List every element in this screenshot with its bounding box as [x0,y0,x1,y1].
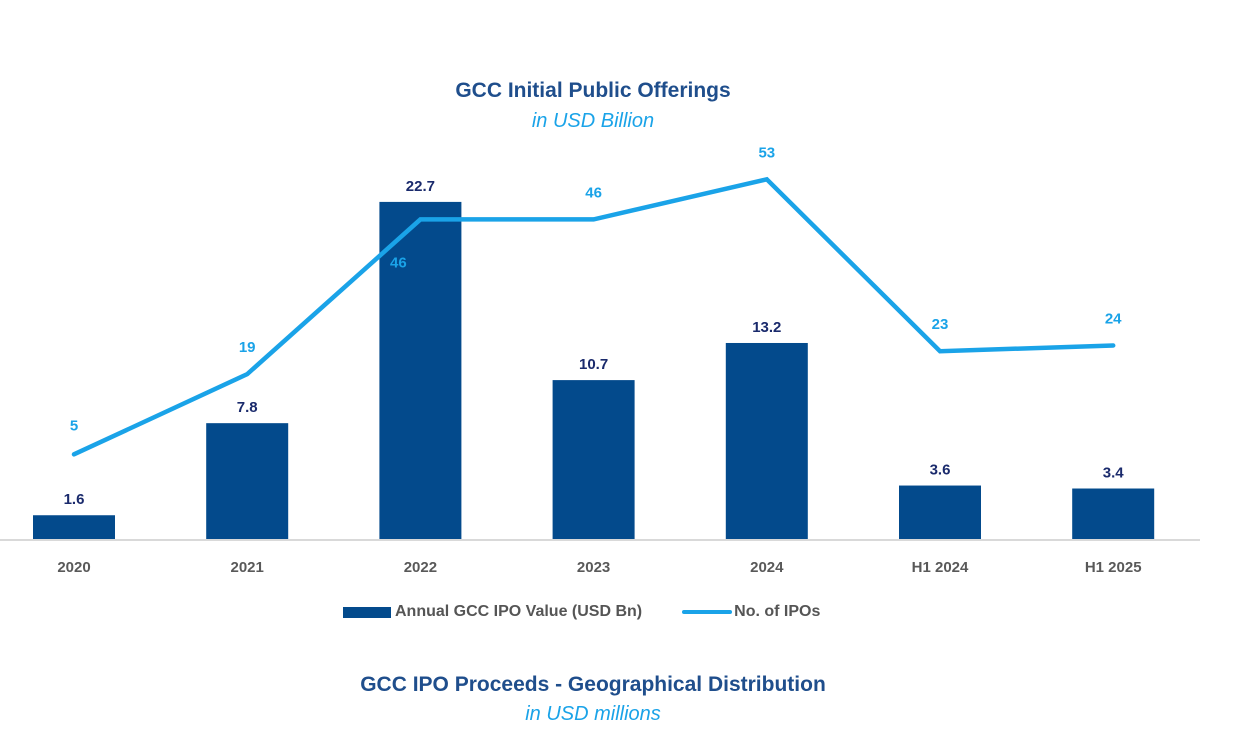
legend-line-label: No. of IPOs [734,603,821,620]
bar-value-label: 10.7 [579,356,608,373]
legend-item-bar: Annual GCC IPO Value (USD Bn) [343,603,642,621]
legend-bar-swatch [343,606,391,618]
bar-value-label: 3.6 [930,462,951,479]
bar [899,485,981,539]
bar [206,423,289,539]
line-value-label: 46 [390,254,407,271]
legend: Annual GCC IPO Value (USD Bn) No. of IPO… [343,603,820,621]
x-tick-label: 2021 [231,559,264,576]
bar-value-label: 1.6 [64,491,85,508]
x-tick-label: 2023 [577,559,610,576]
next-section-subtitle: in USD millions [525,703,661,725]
legend-item-line: No. of IPOs [682,603,820,621]
bar [33,515,115,539]
bar [1072,488,1155,539]
next-section-title: GCC IPO Proceeds - Geographical Distribu… [360,673,826,696]
line-value-label: 19 [239,339,256,356]
bar-value-label: 22.7 [406,178,435,195]
bar [725,342,808,539]
chart-title: GCC Initial Public Offerings [455,79,731,102]
data-labels: 1.6 7.8 22.7 10.7 13.2 3.6 3.4 5 19 46 46 53 23 24 [64,144,1125,508]
line-series [71,176,1116,457]
bar-series [33,201,1155,539]
bar-value-label: 7.8 [237,399,258,416]
x-tick-label: 2024 [750,559,784,576]
x-tick-label: 2020 [57,559,90,576]
chart-subtitle: in USD Billion [531,110,655,132]
line-value-label: 53 [758,144,775,161]
line-value-label: 46 [585,184,602,201]
legend-bar-label: Annual GCC IPO Value (USD Bn) [395,603,643,620]
bar-value-label: 3.4 [1103,465,1125,482]
bar [379,201,462,539]
line-value-label: 24 [1105,310,1122,327]
x-tick-label: H1 2024 [912,559,969,576]
combo-chart: 1.6 7.8 22.7 10.7 13.2 3.6 3.4 5 19 46 46 53 23 24 20… [0,144,1200,576]
line-value-label: 23 [932,316,949,333]
legend-line-swatch [682,610,733,614]
bar-value-label: 13.2 [752,319,781,336]
x-tick-label: H1 2025 [1085,559,1142,576]
x-tick-label: 2022 [404,559,437,576]
bar [552,380,635,539]
line-value-label: 5 [70,417,78,434]
x-tick-labels: 2020 2021 2022 2023 2024 H1 2024 H1 2025 [57,559,1141,576]
